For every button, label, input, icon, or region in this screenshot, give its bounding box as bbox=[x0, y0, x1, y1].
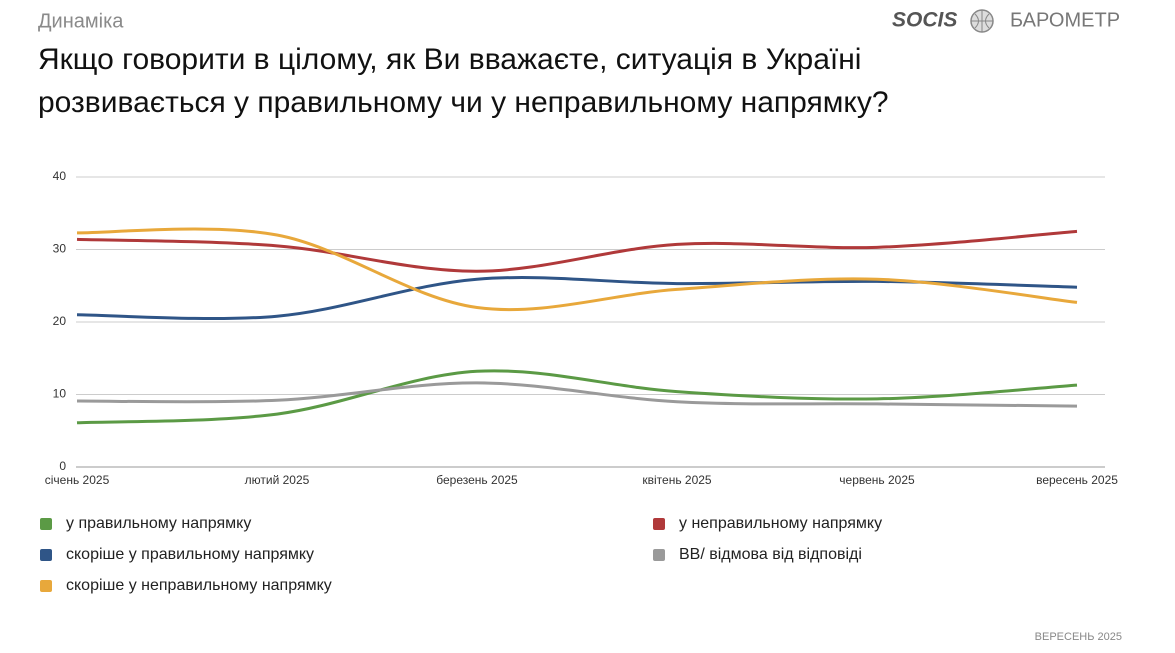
section-label: Динаміка bbox=[38, 10, 124, 32]
series-line bbox=[76, 369, 1078, 425]
logo-globe-lines bbox=[971, 10, 993, 32]
y-tick-label: 0 bbox=[59, 459, 66, 473]
legend-label: скоріше у неправильному напрямку bbox=[66, 577, 332, 594]
x-tick-label: лютий 2025 bbox=[245, 473, 310, 487]
x-tick-label: вересень 2025 bbox=[1036, 473, 1118, 487]
legend-swatch bbox=[653, 518, 665, 530]
brand: БАРОМЕТР bbox=[1010, 9, 1120, 31]
y-tick-label: 30 bbox=[53, 242, 67, 256]
logo: SOCIS bbox=[892, 9, 957, 32]
y-tick-label: 10 bbox=[53, 387, 67, 401]
series-line bbox=[76, 227, 1078, 312]
x-tick-label: квітень 2025 bbox=[642, 473, 712, 487]
legend-label: у неправильному напрямку bbox=[679, 515, 882, 532]
title-box: Якщо говорити в цілому, як Ви вважаєте, … bbox=[38, 43, 889, 119]
legend-swatch bbox=[653, 549, 665, 561]
series-line bbox=[76, 381, 1078, 408]
y-tick-label: 40 bbox=[53, 169, 67, 183]
legend-label: у правильному напрямку bbox=[66, 515, 251, 532]
x-tick-label: січень 2025 bbox=[45, 473, 110, 487]
chart-title: Якщо говорити в цілому, як Ви вважаєте, … bbox=[38, 43, 889, 119]
legend-swatch bbox=[40, 549, 52, 561]
legend-swatch bbox=[40, 580, 52, 592]
legend-swatch bbox=[40, 518, 52, 530]
y-tick-label: 20 bbox=[53, 314, 67, 328]
legend-label: скоріше у правильному напрямку bbox=[66, 546, 314, 563]
series-line bbox=[76, 229, 1078, 273]
x-tick-label: червень 2025 bbox=[839, 473, 915, 487]
footer-date: ВЕРЕСЕНЬ 2025 bbox=[1035, 631, 1122, 643]
legend-label: ВВ/ відмова від відповіді bbox=[679, 546, 862, 563]
x-tick-label: березень 2025 bbox=[436, 473, 518, 487]
